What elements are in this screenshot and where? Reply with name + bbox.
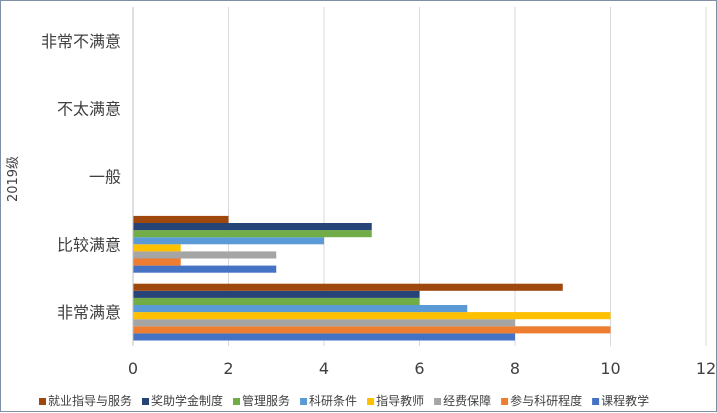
legend-entry: 科研条件 (309, 394, 357, 408)
y-axis-title: 2019级 (6, 156, 21, 202)
legend-swatch (233, 398, 241, 405)
bar (133, 237, 324, 245)
y-category-label: 一般 (89, 168, 121, 187)
bar (133, 290, 420, 298)
bar (133, 244, 181, 252)
bar (133, 297, 420, 305)
x-tick-label: 4 (319, 359, 329, 378)
legend-entry: 管理服务 (242, 393, 290, 408)
x-tick-label: 8 (510, 359, 520, 378)
legend-swatch (501, 398, 509, 405)
bar (133, 319, 515, 327)
bar (133, 326, 611, 334)
bar (133, 258, 181, 266)
x-tick-label: 6 (414, 359, 424, 378)
y-category-label: 非常不满意 (41, 32, 121, 51)
bar (133, 283, 563, 291)
bar (133, 312, 611, 320)
legend-swatch (39, 398, 46, 405)
axes: 0 2 4 6 8 10 12 非常满意 比较满意 一般 不太满意 非常不满意 (41, 7, 716, 378)
legend-entry: 奖助学金制度 (151, 393, 223, 408)
y-category-label: 比较满意 (57, 235, 121, 254)
legend-swatch (367, 398, 375, 405)
legend-swatch (434, 398, 442, 405)
legend-entry: 参与科研程度 (510, 393, 582, 408)
legend-swatch (300, 398, 308, 405)
legend-swatch (142, 398, 150, 405)
x-tick-label: 0 (128, 359, 138, 378)
legend-swatch (592, 398, 600, 405)
x-tick-label: 2 (223, 359, 233, 378)
bar (133, 265, 277, 273)
legend-entry: 经费保障 (443, 393, 491, 408)
bar (133, 215, 229, 223)
x-tick-label: 12 (696, 359, 716, 378)
bar (133, 305, 468, 313)
bar (133, 251, 277, 259)
legend-entry: 课程教学 (601, 393, 649, 408)
legend: 就业指导与服务 奖助学金制度 管理服务 科研条件 指导教师 经费保障 参与科研程度 课程教学 (39, 393, 649, 408)
y-category-label: 非常满意 (57, 303, 121, 322)
bar (133, 333, 515, 341)
y-category-label: 不太满意 (57, 100, 121, 119)
bars (133, 215, 611, 341)
legend-entry: 指导教师 (376, 393, 424, 408)
bar (133, 230, 372, 238)
legend-entry: 就业指导与服务 (48, 393, 132, 408)
x-tick-label: 10 (600, 359, 620, 378)
bar (133, 223, 372, 231)
